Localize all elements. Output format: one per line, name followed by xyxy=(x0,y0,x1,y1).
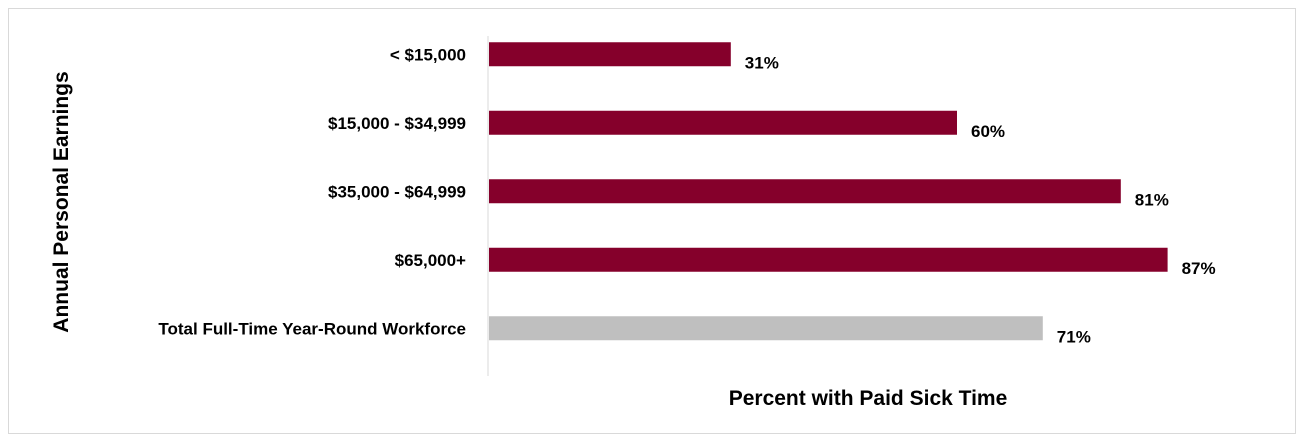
x-axis-title: Percent with Paid Sick Time xyxy=(729,387,1008,410)
y-axis-title: Annual Personal Earnings xyxy=(50,71,73,332)
bar-value-label: 31% xyxy=(745,53,779,72)
category-tick-label: $15,000 - $34,999 xyxy=(328,114,466,133)
bar xyxy=(489,247,1168,272)
bar-value-label: 87% xyxy=(1182,259,1216,278)
bar-value-label: 81% xyxy=(1135,190,1169,209)
bar-value-label: 60% xyxy=(971,122,1005,141)
category-tick-label: $65,000+ xyxy=(395,251,466,270)
chart-frame xyxy=(8,8,1296,434)
bar xyxy=(489,42,731,67)
category-tick-label: $35,000 - $64,999 xyxy=(328,182,466,201)
category-tick-label: < $15,000 xyxy=(390,45,466,64)
bar-value-label: 71% xyxy=(1057,327,1091,346)
bar xyxy=(489,316,1043,341)
category-tick-label: Total Full-Time Year-Round Workforce xyxy=(158,319,466,338)
bar xyxy=(489,179,1121,204)
bar xyxy=(489,110,957,135)
